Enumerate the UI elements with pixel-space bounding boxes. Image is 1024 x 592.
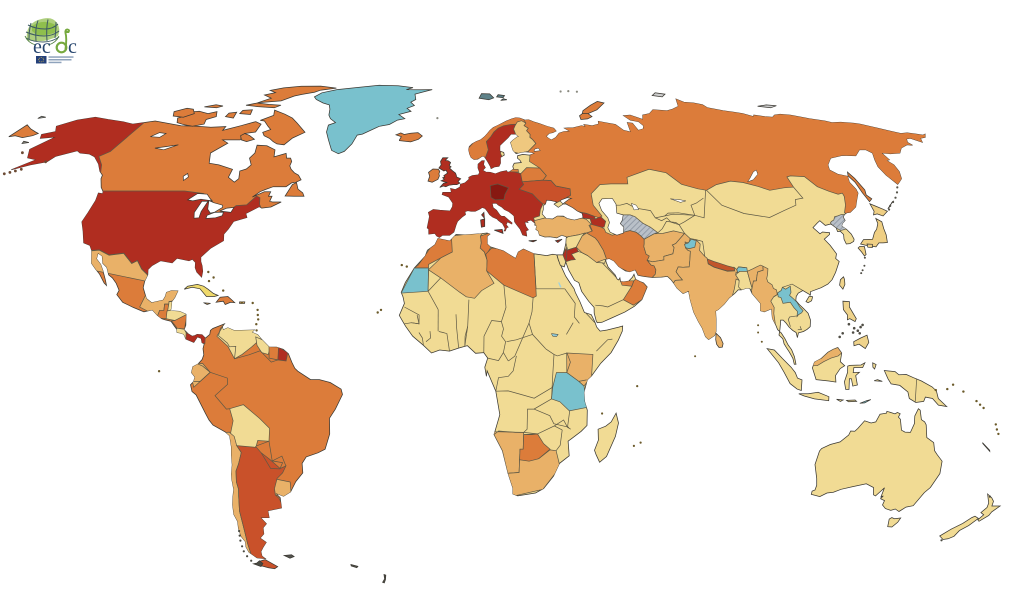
svg-text:c: c xyxy=(68,36,77,58)
svg-text:ec: ec xyxy=(33,36,51,58)
